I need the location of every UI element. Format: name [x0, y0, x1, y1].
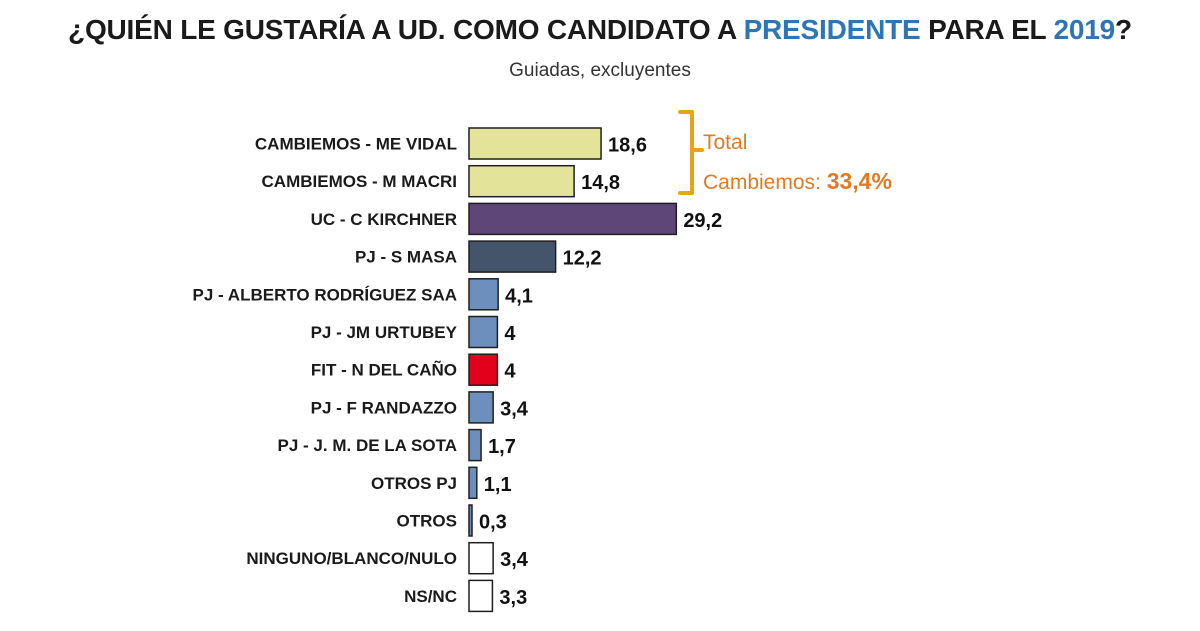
title-part-2: PARA EL: [920, 14, 1054, 45]
category-label-pj-j-m-de-la-sota: PJ - J. M. DE LA SOTA: [278, 436, 457, 455]
category-label-pj-jm-urtubey: PJ - JM URTUBEY: [311, 323, 458, 342]
bar-uc-c-kirchner: [468, 202, 678, 236]
bar-pj-jm-urtubey: [468, 315, 499, 349]
bar-pj-f-randazzo: [468, 391, 494, 424]
chart-title: ¿QUIÉN LE GUSTARÍA A UD. COMO CANDIDATO …: [0, 14, 1200, 46]
category-label-otros: OTROS: [397, 512, 457, 531]
value-label-fit-n-del-cano: 4: [504, 361, 516, 383]
value-label-cambiemos-m-macri: 14,8: [581, 172, 620, 194]
bar-pj-alberto-rodriguez-saa: [468, 278, 499, 311]
category-label-uc-c-kirchner: UC - C KIRCHNER: [311, 210, 457, 229]
bar-ns-nc: [468, 579, 494, 613]
title-highlight-presidente: PRESIDENTE: [743, 14, 921, 45]
category-label-pj-s-masa: PJ - S MASA: [355, 248, 457, 267]
bar-otros: [468, 504, 473, 537]
value-label-ninguno-blanco-nulo: 3,4: [500, 549, 529, 571]
bars-group: CAMBIEMOS - ME VIDAL 18,6 CAMBIEMOS - M MA…: [193, 127, 722, 613]
annotation-cambiemos: Cambiemos: 33,4%: [703, 168, 892, 195]
category-label-ninguno-blanco-nulo: NINGUNO/BLANCO/NULO: [246, 549, 457, 568]
value-label-otros-pj: 1,1: [484, 474, 512, 496]
bar-pj-j-m-de-la-sota: [468, 428, 482, 462]
annotation-cambiemos-value: 33,4%: [826, 168, 892, 194]
annotation-cambiemos-label: Cambiemos:: [703, 171, 827, 194]
category-label-pj-f-randazzo: PJ - F RANDAZZO: [311, 398, 457, 417]
bar-pj-s-masa: [468, 240, 557, 273]
category-label-fit-n-del-cano: FIT - N DEL CAÑO: [311, 360, 457, 380]
category-label-cambiemos-m-macri: CAMBIEMOS - M MACRI: [262, 172, 457, 191]
bar-cambiemos-m-macri: [468, 164, 575, 198]
value-label-cambiemos-me-vidal: 18,6: [608, 135, 647, 157]
bar-otros-pj: [468, 466, 478, 500]
category-label-otros-pj: OTROS PJ: [371, 474, 457, 493]
value-label-uc-c-kirchner: 29,2: [683, 210, 722, 232]
title-part-1: ¿QUIÉN LE GUSTARÍA A UD. COMO CANDIDATO …: [68, 14, 744, 45]
value-label-pj-f-randazzo: 3,4: [500, 398, 529, 420]
chart-subtitle: Guiadas, excluyentes: [509, 60, 691, 81]
value-label-otros: 0,3: [479, 512, 507, 534]
value-label-ns-nc: 3,3: [499, 587, 527, 609]
value-label-pj-alberto-rodriguez-saa: 4,1: [505, 285, 533, 307]
bar-ninguno-blanco-nulo: [468, 541, 494, 575]
value-label-pj-jm-urtubey: 4: [504, 323, 516, 345]
title-highlight-year: 2019: [1053, 14, 1116, 45]
value-label-pj-j-m-de-la-sota: 1,7: [488, 436, 516, 458]
value-label-pj-s-masa: 12,2: [563, 248, 602, 270]
category-label-ns-nc: NS/NC: [404, 587, 457, 606]
annotation-total: Total: [703, 131, 748, 154]
cambiemos-brace: [678, 110, 704, 195]
category-label-pj-alberto-rodriguez-saa: PJ - ALBERTO RODRÍGUEZ SAA: [193, 285, 457, 304]
title-part-3: ?: [1115, 14, 1132, 45]
category-label-cambiemos-me-vidal: CAMBIEMOS - ME VIDAL: [255, 135, 457, 154]
bar-cambiemos-me-vidal: [468, 127, 602, 160]
bar-fit-n-del-cano: [468, 353, 499, 386]
